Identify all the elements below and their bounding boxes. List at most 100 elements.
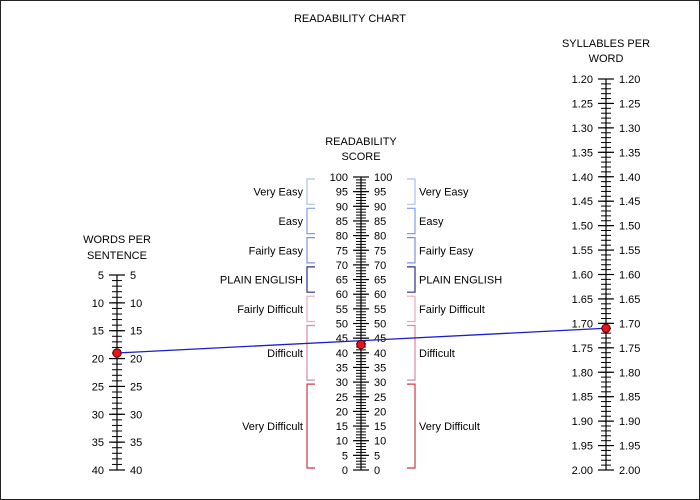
score-axis-label-line: READABILITY — [325, 136, 397, 148]
band-bracket-right — [407, 295, 416, 323]
band-label-right: Fairly Difficult — [419, 304, 485, 316]
syllables-tick-label-left: 1.90 — [572, 416, 593, 428]
band-label-right: Very Easy — [419, 187, 469, 199]
band-label-left: PLAIN ENGLISH — [220, 275, 303, 287]
score-tick-label-left: 10 — [336, 436, 348, 448]
band-label-right: Easy — [419, 216, 444, 228]
words-tick-label-left: 10 — [92, 298, 104, 310]
syllables-tick-label-right: 1.50 — [619, 221, 640, 233]
band-label-right: Fairly Easy — [419, 245, 474, 257]
score-tick-label-right: 100 — [374, 172, 392, 184]
score-tick-label-left: 60 — [336, 289, 348, 301]
words-tick-label-right: 25 — [130, 381, 142, 393]
words-tick-label-right: 30 — [130, 409, 142, 421]
syllables-tick-label-left: 1.65 — [572, 294, 593, 306]
score-tick-label-right: 30 — [374, 377, 386, 389]
reading-line-group — [112, 323, 611, 358]
syllables-tick-label-right: 1.85 — [619, 392, 640, 404]
band-bracket-left — [306, 266, 315, 293]
score-tick-label-left: 80 — [336, 231, 348, 243]
score-tick-label-right: 5 — [374, 450, 380, 462]
syllables-tick-label-left: 1.25 — [572, 98, 593, 110]
band-bracket-left — [306, 207, 315, 235]
score-tick-label-left: 30 — [336, 377, 348, 389]
band-label-left: Very Difficult — [242, 421, 303, 433]
band-label-left: Very Easy — [253, 187, 303, 199]
band-bracket-right — [407, 266, 416, 293]
words-tick-label-right: 15 — [130, 326, 142, 338]
score-tick-label-left: 45 — [336, 333, 348, 345]
syllables-tick-label-left: 1.45 — [572, 196, 593, 208]
score-tick-label-right: 65 — [374, 275, 386, 287]
words-axis-label-line: SENTENCE — [87, 250, 147, 262]
score-marker — [356, 339, 366, 350]
band-bracket-left — [306, 295, 315, 323]
syllables-tick-label-right: 1.25 — [619, 98, 640, 110]
syllables-tick-label-right: 1.65 — [619, 294, 640, 306]
words-tick-label-left: 5 — [98, 270, 104, 282]
words-tick-label-right: 5 — [130, 270, 136, 282]
words-axis-label-line: WORDS PER — [83, 234, 151, 246]
score-tick-label-right: 25 — [374, 392, 386, 404]
score-tick-label-right: 95 — [374, 187, 386, 199]
syllables-axis-label-line: SYLLABLES PER — [562, 38, 650, 50]
words-tick-label-left: 35 — [92, 437, 104, 449]
syllables-tick-label-right: 1.75 — [619, 343, 640, 355]
words-tick-label-left: 30 — [92, 409, 104, 421]
syllables-tick-label-left: 1.95 — [572, 441, 593, 453]
syllables-tick-label-right: 1.35 — [619, 147, 640, 159]
band-brackets: Very Easy Very Easy Easy Easy Fairly Easy Fai… — [220, 178, 502, 469]
band-very-difficult: Very Difficult Very Difficult — [242, 383, 480, 469]
score-tick-label-right: 80 — [374, 231, 386, 243]
band-label-left: Fairly Difficult — [237, 304, 303, 316]
score-tick-label-left: 90 — [336, 201, 348, 213]
band-label-right: Very Difficult — [419, 421, 480, 433]
syllables-tick-label-right: 1.55 — [619, 245, 640, 257]
band-bracket-right — [407, 324, 416, 381]
syllables-tick-label-right: 1.95 — [619, 441, 640, 453]
words-tick-label-right: 35 — [130, 437, 142, 449]
syllables-tick-label-left: 1.70 — [572, 318, 593, 330]
syllables-tick-label-right: 1.40 — [619, 172, 640, 184]
syllables-tick-label-left: 1.60 — [572, 270, 593, 282]
score-tick-label-left: 65 — [336, 275, 348, 287]
words-scale: WORDS PER SENTENCE 5 5 10 10 15 15 20 20 25 25 30 30 3… — [83, 234, 151, 477]
band-bracket-right — [407, 207, 416, 235]
words-tick-label-left: 25 — [92, 381, 104, 393]
score-tick-label-right: 70 — [374, 260, 386, 272]
score-tick-label-right: 60 — [374, 289, 386, 301]
band-bracket-left — [306, 324, 315, 381]
syllables-tick-label-right: 1.30 — [619, 123, 640, 135]
score-tick-label-left: 70 — [336, 260, 348, 272]
band-label-left: Fairly Easy — [249, 245, 304, 257]
band-difficult: Difficult Difficult — [267, 324, 455, 381]
score-tick-label-right: 50 — [374, 319, 386, 331]
words-tick-label-right: 10 — [130, 298, 142, 310]
score-tick-label-left: 15 — [336, 421, 348, 433]
words-tick-label-right: 20 — [130, 354, 142, 366]
syllables-tick-label-left: 1.40 — [572, 172, 593, 184]
syllables-tick-label-right: 1.80 — [619, 367, 640, 379]
score-tick-label-right: 35 — [374, 362, 386, 374]
score-tick-label-right: 75 — [374, 245, 386, 257]
score-tick-label-left: 85 — [336, 216, 348, 228]
syllables-tick-label-left: 1.20 — [572, 74, 593, 86]
score-tick-label-left: 75 — [336, 245, 348, 257]
score-tick-label-right: 85 — [374, 216, 386, 228]
syllables-tick-label-left: 2.00 — [572, 465, 593, 477]
syllables-scale: SYLLABLES PER WORD 1.20 1.20 1.25 1.25 1.30 1.3… — [562, 38, 650, 477]
words-tick-label-left: 15 — [92, 326, 104, 338]
syllables-tick-label-right: 2.00 — [619, 465, 640, 477]
score-tick-label-left: 95 — [336, 187, 348, 199]
words-tick-label-right: 40 — [130, 465, 142, 477]
band-fairly-difficult: Fairly Difficult Fairly Difficult — [237, 295, 485, 323]
score-tick-label-left: 20 — [336, 406, 348, 418]
score-tick-label-right: 20 — [374, 406, 386, 418]
score-tick-label-right: 55 — [374, 304, 386, 316]
syllables-tick-label-left: 1.30 — [572, 123, 593, 135]
band-label-left: Easy — [279, 216, 304, 228]
band-bracket-right — [407, 383, 416, 469]
score-tick-label-right: 40 — [374, 348, 386, 360]
